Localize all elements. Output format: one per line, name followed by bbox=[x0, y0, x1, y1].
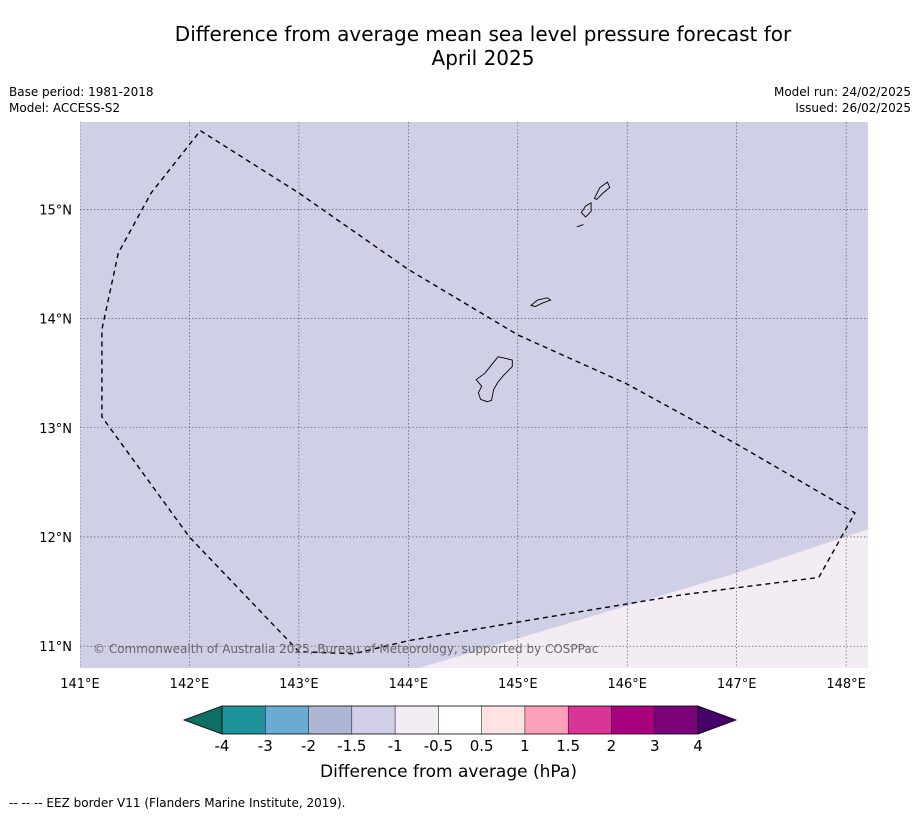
lon-tick-label: 148°E bbox=[826, 677, 866, 692]
base-period-label: Base period: 1981-2018 bbox=[9, 85, 154, 99]
lat-tick-label: 12°N bbox=[39, 531, 72, 546]
colorbar-tick-label: -2 bbox=[301, 737, 316, 755]
eez-legend-note: -- -- -- EEZ border V11 (Flanders Marine… bbox=[9, 796, 346, 810]
colorbar-extend-high bbox=[697, 705, 738, 735]
colorbar-segment bbox=[438, 706, 482, 734]
title-line-2: April 2025 bbox=[431, 46, 535, 70]
island-outline bbox=[593, 181, 611, 201]
lon-tick-label: 145°E bbox=[498, 677, 538, 692]
axis-ticks: 141°E 142°E 143°E 144°E 145°E 146°E 147°E 148°E… bbox=[39, 203, 866, 692]
lon-tick-label: 144°E bbox=[389, 677, 429, 692]
colorbar-segment bbox=[481, 706, 525, 734]
lon-tick-label: 142°E bbox=[170, 677, 210, 692]
lat-tick-label: 14°N bbox=[39, 313, 72, 328]
colorbar-tick-label: 3 bbox=[650, 737, 660, 755]
lat-tick-label: 15°N bbox=[39, 203, 72, 218]
title-line-1: Difference from average mean sea level p… bbox=[174, 22, 792, 46]
chart-title: Difference from average mean sea level p… bbox=[0, 22, 919, 70]
colorbar-tick-label: -0.5 bbox=[424, 737, 453, 755]
colorbar-segment bbox=[308, 706, 352, 734]
meta-right: Model run: 24/02/2025 Issued: 26/02/2025 bbox=[774, 84, 911, 116]
colorbar-tick-label: -1 bbox=[388, 737, 403, 755]
pressure-anomaly-region bbox=[419, 529, 868, 668]
meta-left: Base period: 1981-2018 Model: ACCESS-S2 bbox=[9, 84, 154, 116]
lat-tick-label: 13°N bbox=[39, 422, 72, 437]
colorbar-tick-label: 2 bbox=[607, 737, 617, 755]
island-outline bbox=[529, 297, 552, 307]
island-outline bbox=[576, 224, 584, 228]
eez-border-line bbox=[101, 130, 856, 655]
colorbar-title: Difference from average (hPa) bbox=[320, 762, 577, 782]
lat-tick-label: 11°N bbox=[39, 640, 72, 655]
colorbar-extend-low bbox=[182, 705, 223, 735]
colorbar-segment bbox=[654, 706, 698, 734]
colorbar-tick-label: 1 bbox=[520, 737, 530, 755]
lon-tick-label: 141°E bbox=[60, 677, 100, 692]
colorbar-tick-label: 1.5 bbox=[556, 737, 580, 755]
colorbar-segment bbox=[524, 706, 569, 734]
colorbar-tick-label: 4 bbox=[693, 737, 703, 755]
lon-tick-label: 147°E bbox=[717, 677, 757, 692]
colorbar-segment bbox=[351, 706, 396, 734]
model-label: Model: ACCESS-S2 bbox=[9, 101, 121, 115]
map-area: © Commonwealth of Australia 2025, Bureau… bbox=[80, 122, 868, 668]
colorbar-segment bbox=[265, 706, 309, 734]
lon-tick-label: 143°E bbox=[279, 677, 319, 692]
colorbar-segment bbox=[611, 706, 655, 734]
colorbar-segment bbox=[395, 706, 439, 734]
model-run-label: Model run: 24/02/2025 bbox=[773, 85, 911, 99]
colorbar-tick-label: -1.5 bbox=[337, 737, 366, 755]
lon-tick-label: 146°E bbox=[607, 677, 647, 692]
colorbar-tick-label: -3 bbox=[258, 737, 273, 755]
issued-label: Issued: 26/02/2025 bbox=[795, 101, 911, 115]
colorbar: -4 -3 -2 -1.5 -1 -0.5 0.5 1 1.5 2 3 4 bbox=[182, 705, 738, 755]
colorbar-tick-label: -4 bbox=[215, 737, 230, 755]
colorbar-segment bbox=[568, 706, 612, 734]
copyright-text: © Commonwealth of Australia 2025, Bureau… bbox=[93, 642, 598, 656]
colorbar-outline bbox=[221, 705, 699, 735]
island-outline bbox=[580, 202, 592, 218]
colorbar-tick-label: 0.5 bbox=[470, 737, 494, 755]
island-outline bbox=[475, 356, 513, 403]
colorbar-segment bbox=[222, 706, 266, 734]
